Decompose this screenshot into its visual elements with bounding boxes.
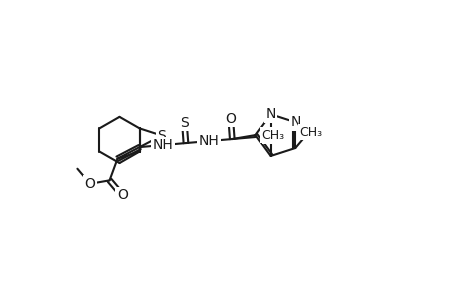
Text: N: N <box>290 115 300 129</box>
Text: CH₃: CH₃ <box>299 126 322 139</box>
Text: N: N <box>265 107 275 121</box>
Text: NH: NH <box>198 134 219 148</box>
Text: NH: NH <box>152 138 173 152</box>
Text: S: S <box>157 128 166 142</box>
Text: O: O <box>84 177 95 191</box>
Text: O: O <box>117 188 128 203</box>
Text: O: O <box>225 112 235 126</box>
Text: CH₃: CH₃ <box>261 128 284 142</box>
Text: S: S <box>179 116 188 130</box>
Text: Cl: Cl <box>263 128 277 142</box>
